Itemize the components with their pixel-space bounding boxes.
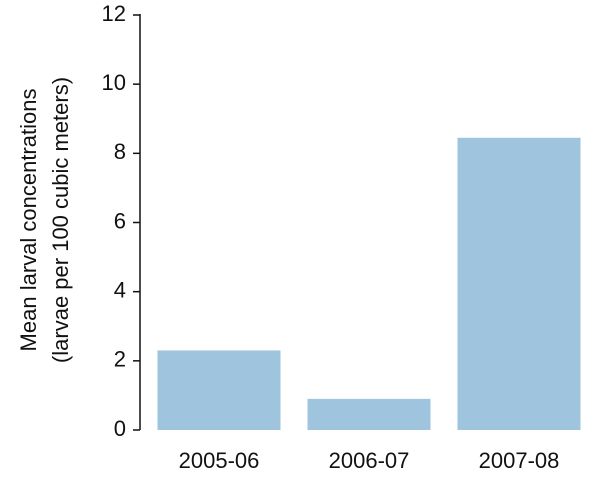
x-tick-label: 2006-07	[329, 448, 410, 473]
y-tick-label: 6	[114, 208, 126, 233]
y-tick-label: 8	[114, 139, 126, 164]
y-tick-label: 10	[102, 70, 126, 95]
y-tick-label: 12	[102, 1, 126, 26]
bar	[307, 398, 431, 430]
x-tick-label: 2007-08	[479, 448, 560, 473]
y-tick-label: 2	[114, 347, 126, 372]
y-axis-label: Mean larval concentrations	[16, 89, 41, 352]
x-tick-label: 2005-06	[179, 448, 260, 473]
bar	[457, 137, 581, 431]
y-tick-label: 0	[114, 416, 126, 441]
y-axis-label: (larvae per 100 cubic meters)	[48, 77, 73, 363]
y-tick-label: 4	[114, 277, 126, 302]
bar	[157, 350, 281, 430]
